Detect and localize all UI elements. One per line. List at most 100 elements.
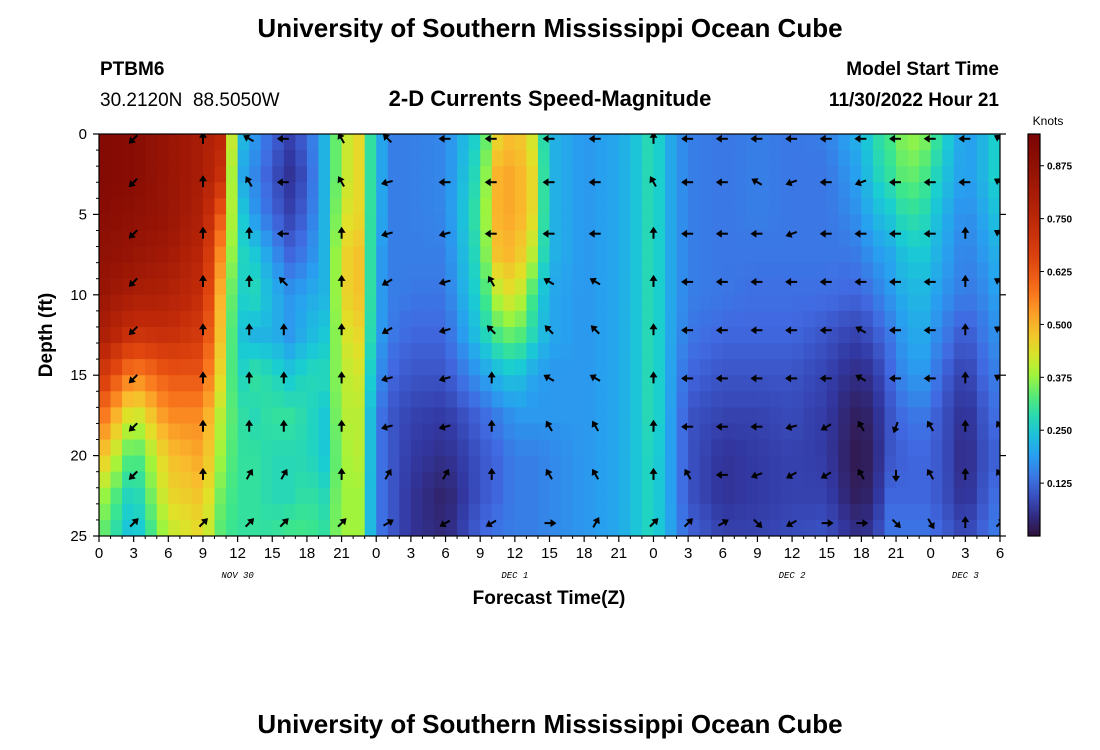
heatmap-cell bbox=[953, 343, 966, 360]
heatmap-cell bbox=[387, 407, 400, 425]
heatmap-cell bbox=[572, 150, 585, 167]
heatmap-cell bbox=[110, 326, 123, 344]
heatmap-cell bbox=[884, 310, 897, 328]
heatmap-cell bbox=[976, 166, 990, 183]
heatmap-cell bbox=[722, 294, 735, 312]
heatmap-cell bbox=[942, 166, 955, 183]
heatmap-cell bbox=[272, 182, 285, 199]
heatmap-cell bbox=[283, 310, 296, 328]
current-arrow bbox=[442, 468, 450, 480]
heatmap-cell bbox=[815, 214, 828, 232]
heatmap-cell bbox=[202, 262, 216, 280]
heatmap-cell bbox=[480, 359, 493, 376]
heatmap-cell bbox=[191, 326, 204, 344]
heatmap-cell bbox=[364, 375, 377, 392]
current-arrow bbox=[128, 470, 138, 480]
current-arrow bbox=[438, 423, 451, 431]
heatmap-cell bbox=[330, 246, 343, 264]
heatmap-cell bbox=[214, 182, 227, 199]
heatmap-cell bbox=[607, 519, 620, 536]
heatmap-cell bbox=[191, 519, 204, 536]
heatmap-cell bbox=[618, 343, 631, 360]
heatmap-cell bbox=[780, 519, 793, 536]
current-arrow bbox=[337, 518, 347, 528]
heatmap-cell bbox=[838, 182, 851, 199]
current-arrow bbox=[750, 471, 763, 480]
heatmap-cell bbox=[653, 471, 666, 489]
colorbar-tick-label: 0.750 bbox=[1047, 215, 1072, 226]
heatmap-cell bbox=[503, 375, 516, 392]
current-arrow bbox=[681, 422, 694, 431]
heatmap-cell bbox=[526, 407, 539, 425]
heatmap-cell bbox=[734, 198, 747, 215]
heatmap-cell bbox=[676, 262, 689, 280]
heatmap-cell bbox=[237, 294, 250, 312]
heatmap-cell bbox=[849, 150, 862, 167]
heatmap-cell bbox=[226, 487, 239, 505]
heatmap-cell bbox=[792, 519, 805, 536]
heatmap-cell bbox=[387, 182, 400, 199]
heatmap-cell bbox=[572, 407, 585, 425]
current-arrow bbox=[128, 177, 138, 188]
heatmap-cell bbox=[376, 214, 389, 232]
heatmap-cell bbox=[780, 294, 793, 312]
current-arrow bbox=[785, 230, 798, 238]
heatmap-cell bbox=[630, 407, 643, 425]
current-arrow bbox=[245, 468, 254, 480]
heatmap-cell bbox=[595, 310, 608, 328]
heatmap-cell bbox=[826, 439, 839, 457]
heatmap-cell bbox=[526, 134, 539, 151]
heatmap-cell bbox=[572, 375, 585, 392]
heatmap-cell bbox=[318, 278, 331, 296]
heatmap-cell bbox=[965, 134, 978, 151]
heatmap-cell bbox=[838, 166, 851, 183]
heatmap-cell bbox=[838, 343, 851, 360]
heatmap-cell bbox=[399, 471, 412, 489]
heatmap-cell bbox=[272, 310, 285, 328]
heatmap-cell bbox=[514, 262, 527, 280]
heatmap-cell bbox=[665, 278, 678, 296]
current-arrow bbox=[487, 275, 496, 287]
heatmap-cell bbox=[734, 294, 747, 312]
heatmap-cell bbox=[376, 519, 389, 536]
heatmap-cell bbox=[468, 407, 481, 425]
heatmap-cell bbox=[965, 391, 978, 408]
heatmap-cell bbox=[272, 214, 285, 232]
heatmap-cell bbox=[330, 407, 343, 425]
heatmap-cell bbox=[341, 455, 354, 473]
heatmap-cell bbox=[422, 246, 435, 264]
heatmap-cell bbox=[630, 166, 643, 183]
heatmap-cell bbox=[849, 294, 862, 312]
heatmap-cell bbox=[965, 230, 978, 248]
heatmap-cell bbox=[145, 407, 158, 425]
heatmap-cell bbox=[803, 310, 816, 328]
current-arrow bbox=[649, 419, 658, 432]
heatmap-cell bbox=[988, 359, 1000, 376]
heatmap-cell bbox=[699, 166, 712, 183]
heatmap-cell bbox=[641, 310, 655, 328]
heatmap-cell bbox=[988, 455, 1000, 473]
heatmap-cell bbox=[133, 310, 146, 328]
heatmap-cell bbox=[734, 134, 747, 151]
heatmap-cell bbox=[618, 519, 631, 536]
heatmap-cell bbox=[410, 455, 424, 473]
heatmap-cell bbox=[953, 471, 966, 489]
heatmap-cell bbox=[734, 343, 747, 360]
heatmap-cell bbox=[376, 262, 389, 280]
heatmap-cell bbox=[468, 359, 481, 376]
heatmap-cell bbox=[99, 246, 112, 264]
heatmap-cell bbox=[618, 359, 631, 376]
heatmap-cell bbox=[445, 326, 458, 344]
heatmap-cell bbox=[803, 198, 816, 215]
heatmap-cell bbox=[410, 375, 424, 392]
current-arrow bbox=[958, 178, 971, 187]
heatmap-cell bbox=[838, 455, 851, 473]
heatmap-cell bbox=[699, 246, 712, 264]
heatmap-cell bbox=[295, 503, 308, 521]
heatmap-cell bbox=[988, 230, 1000, 248]
heatmap-cell bbox=[549, 214, 562, 232]
heatmap-cell bbox=[226, 326, 239, 344]
heatmap-cell bbox=[676, 391, 689, 408]
heatmap-cell bbox=[722, 182, 735, 199]
current-arrow bbox=[245, 226, 254, 239]
